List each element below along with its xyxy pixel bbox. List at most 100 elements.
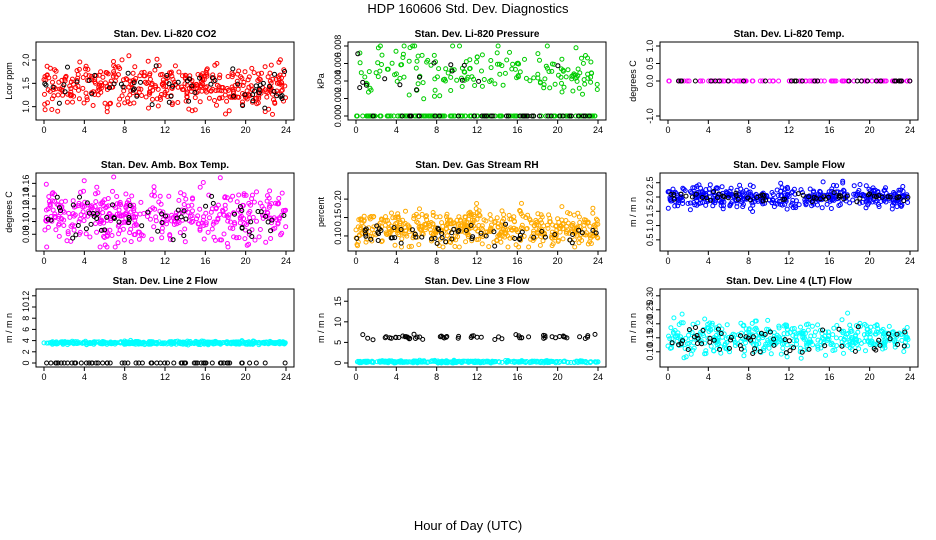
y-tick-label: 0.10 xyxy=(21,213,31,231)
data-point xyxy=(400,55,406,60)
data-point xyxy=(204,84,210,90)
x-tick-label: 20 xyxy=(865,256,875,266)
data-point xyxy=(774,332,780,338)
data-point xyxy=(396,335,402,340)
data-point xyxy=(515,60,521,66)
x-tick-label: 8 xyxy=(746,125,751,135)
data-point xyxy=(122,360,128,366)
data-point xyxy=(114,211,120,217)
data-point xyxy=(418,113,424,119)
data-point xyxy=(694,333,700,338)
data-point xyxy=(568,360,574,365)
data-point xyxy=(440,244,446,250)
data-point xyxy=(44,63,50,69)
data-point xyxy=(898,187,904,193)
data-point xyxy=(553,223,559,229)
data-point xyxy=(49,96,55,102)
data-point xyxy=(576,240,582,246)
series-2 xyxy=(45,193,287,243)
y-tick-label: 0.25 xyxy=(645,301,655,319)
data-point xyxy=(526,334,532,340)
data-point xyxy=(389,228,394,234)
data-point xyxy=(268,228,274,234)
data-point xyxy=(880,326,886,332)
data-point xyxy=(217,175,223,181)
data-point xyxy=(150,96,155,102)
data-point xyxy=(468,113,474,119)
data-point xyxy=(102,227,108,233)
data-point xyxy=(123,76,129,82)
data-point xyxy=(63,73,69,79)
data-point xyxy=(840,78,846,84)
data-point xyxy=(876,202,881,207)
data-point xyxy=(581,226,587,232)
data-point xyxy=(213,219,219,225)
data-point xyxy=(126,197,132,203)
data-point xyxy=(403,228,409,234)
data-point xyxy=(52,198,57,204)
data-point xyxy=(412,43,418,49)
data-point xyxy=(479,52,485,58)
data-point xyxy=(131,222,137,228)
data-point xyxy=(537,242,543,248)
data-point xyxy=(70,202,76,208)
data-point xyxy=(671,315,677,321)
data-point xyxy=(702,340,708,346)
data-point xyxy=(468,358,474,364)
data-point xyxy=(499,113,505,119)
data-point xyxy=(531,113,537,119)
data-point xyxy=(418,227,424,233)
data-point xyxy=(108,78,114,84)
data-point xyxy=(130,340,136,346)
data-point xyxy=(171,222,177,227)
data-point xyxy=(887,194,893,200)
data-point xyxy=(448,217,453,223)
data-point xyxy=(100,74,106,80)
data-point xyxy=(263,213,269,219)
data-point xyxy=(181,208,187,214)
data-point xyxy=(849,337,855,343)
y-tick-label: 1.0 xyxy=(645,40,655,53)
data-point xyxy=(768,351,774,357)
data-point xyxy=(750,78,756,84)
x-tick-label: 20 xyxy=(553,125,563,135)
data-point xyxy=(517,335,523,341)
data-point xyxy=(467,57,473,63)
data-point xyxy=(535,51,541,57)
data-point xyxy=(519,222,525,228)
data-point xyxy=(158,92,164,97)
data-point xyxy=(826,189,832,195)
data-point xyxy=(905,194,911,200)
data-point xyxy=(474,359,480,365)
data-point xyxy=(882,345,888,351)
data-point xyxy=(232,211,237,217)
data-point xyxy=(283,224,289,230)
data-point xyxy=(488,77,494,83)
data-point xyxy=(474,334,480,340)
data-point xyxy=(49,107,55,112)
data-point xyxy=(151,189,157,194)
data-point xyxy=(887,336,893,342)
data-point xyxy=(750,351,756,356)
data-point xyxy=(672,203,678,209)
data-point xyxy=(886,331,892,337)
y-tick-label: 0.30 xyxy=(645,287,655,305)
data-point xyxy=(260,80,266,86)
data-point xyxy=(863,199,869,205)
data-point xyxy=(360,359,366,365)
data-point xyxy=(831,190,837,196)
data-point xyxy=(822,343,828,349)
data-point xyxy=(231,340,237,346)
x-tick-label: 8 xyxy=(122,256,127,266)
data-point xyxy=(713,327,719,333)
data-point xyxy=(231,234,237,240)
data-point xyxy=(817,189,823,195)
data-point xyxy=(802,199,808,205)
data-point xyxy=(504,57,510,63)
data-point xyxy=(735,196,741,202)
data-point xyxy=(59,199,65,205)
data-point xyxy=(778,351,784,357)
y-tick-label: 0.15 xyxy=(645,329,655,347)
